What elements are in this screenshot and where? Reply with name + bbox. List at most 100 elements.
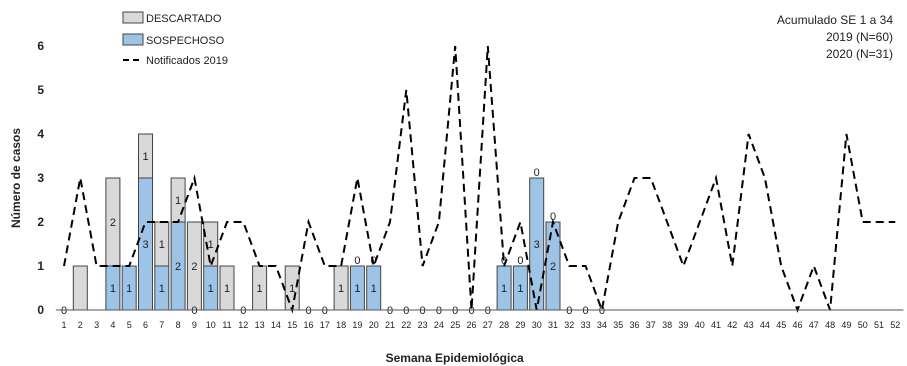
legend: DESCARTADO SOSPECHOSO Notificados 2019 xyxy=(122,11,228,67)
x-tick-26: 26 xyxy=(466,320,476,330)
x-tick-20: 20 xyxy=(369,320,379,330)
x-tick-16: 16 xyxy=(303,320,313,330)
bar-descartado-w10 xyxy=(203,221,219,267)
x-tick-28: 28 xyxy=(499,320,509,330)
label-descartado-w13: 1 xyxy=(257,283,263,295)
label-sospechoso-w7: 1 xyxy=(159,283,165,295)
bar-series-group xyxy=(72,133,561,311)
label-descartado-w30: 0 xyxy=(534,167,540,179)
x-tick-19: 19 xyxy=(352,320,362,330)
label-descartado-w7: 1 xyxy=(159,239,165,251)
x-tick-44: 44 xyxy=(760,320,770,330)
label-sospechoso-w22: 0 xyxy=(403,305,409,317)
x-tick-51: 51 xyxy=(874,320,884,330)
label-descartado-w19: 0 xyxy=(354,255,360,267)
x-tick-49: 49 xyxy=(841,320,851,330)
x-tick-30: 30 xyxy=(532,320,542,330)
label-descartado-w15: 1 xyxy=(289,283,295,295)
label-descartado-w6: 1 xyxy=(142,151,148,163)
label-sospechoso-w29: 1 xyxy=(517,283,523,295)
label-descartado-w28: 0 xyxy=(501,255,507,267)
x-tick-6: 6 xyxy=(143,320,148,330)
x-tick-3: 3 xyxy=(94,320,99,330)
x-tick-45: 45 xyxy=(776,320,786,330)
y-tick-4: 4 xyxy=(37,127,44,141)
x-tick-21: 21 xyxy=(385,320,395,330)
x-tick-33: 33 xyxy=(581,320,591,330)
x-tick-22: 22 xyxy=(401,320,411,330)
y-tick-1: 1 xyxy=(37,259,44,273)
x-tick-14: 14 xyxy=(271,320,281,330)
y-tick-0: 0 xyxy=(37,303,44,317)
label-sospechoso-w28: 1 xyxy=(501,283,507,295)
x-tick-10: 10 xyxy=(206,320,216,330)
label-sospechoso-w19: 1 xyxy=(354,283,360,295)
x-tick-43: 43 xyxy=(744,320,754,330)
label-sospechoso-w17: 0 xyxy=(322,305,328,317)
label-sospechoso-w6: 3 xyxy=(142,239,148,251)
y-tick-2: 2 xyxy=(37,215,44,229)
label-sospechoso-w1: 0 xyxy=(61,305,67,317)
x-tick-17: 17 xyxy=(320,320,330,330)
x-tick-2: 2 xyxy=(78,320,83,330)
x-tick-13: 13 xyxy=(255,320,265,330)
label-descartado-w11: 1 xyxy=(224,283,230,295)
x-tick-25: 25 xyxy=(450,320,460,330)
legend-label-sospechoso: SOSPECHOSO xyxy=(146,35,225,47)
x-tick-7: 7 xyxy=(159,320,164,330)
label-sospechoso-w33: 0 xyxy=(583,305,589,317)
label-sospechoso-w31: 2 xyxy=(550,261,556,273)
y-tick-5: 5 xyxy=(37,83,44,97)
label-sospechoso-w9: 0 xyxy=(191,305,197,317)
x-tick-42: 42 xyxy=(727,320,737,330)
y-tick-6: 6 xyxy=(37,39,44,53)
label-sospechoso-w27: 0 xyxy=(485,305,491,317)
label-descartado-w8: 1 xyxy=(175,195,181,207)
legend-swatch-sospechoso xyxy=(122,33,144,46)
x-tick-9: 9 xyxy=(192,320,197,330)
x-tick-12: 12 xyxy=(238,320,248,330)
legend-label-notificados: Notificados 2019 xyxy=(146,55,228,67)
annotation-box: Acumulado SE 1 a 34 2019 (N=60) 2020 (N=… xyxy=(777,13,893,61)
x-tick-29: 29 xyxy=(515,320,525,330)
y-axis-title: Número de casos xyxy=(9,128,23,228)
x-tick-18: 18 xyxy=(336,320,346,330)
y-tick-3: 3 xyxy=(37,171,44,185)
label-sospechoso-w30: 3 xyxy=(534,239,540,251)
x-tick-37: 37 xyxy=(646,320,656,330)
x-tick-31: 31 xyxy=(548,320,558,330)
x-tick-1: 1 xyxy=(61,320,66,330)
annotation-line-2: 2019 (N=60) xyxy=(826,30,893,44)
x-tick-24: 24 xyxy=(434,320,444,330)
x-tick-8: 8 xyxy=(176,320,181,330)
annotation-line-1: Acumulado SE 1 a 34 xyxy=(777,13,893,27)
x-tick-46: 46 xyxy=(792,320,802,330)
label-sospechoso-w4: 1 xyxy=(110,283,116,295)
label-descartado-w18: 1 xyxy=(338,283,344,295)
bar-descartado-w2 xyxy=(72,265,88,311)
label-sospechoso-w25: 0 xyxy=(452,305,458,317)
x-axis-title: Semana Epidemiológica xyxy=(386,351,524,365)
annotation-line-3: 2020 (N=31) xyxy=(826,47,893,61)
legend-swatch-descartado xyxy=(122,11,144,24)
x-tick-41: 41 xyxy=(711,320,721,330)
label-sospechoso-w10: 1 xyxy=(208,283,214,295)
x-axis-ticks: 1 2 3 4 5 6 7 8 9 10 11 12 13 14 15 16 17 18 19 20 21 22 23 24 2… xyxy=(61,320,900,330)
label-descartado-w9: 2 xyxy=(191,261,197,273)
label-sospechoso-w24: 0 xyxy=(436,305,442,317)
x-tick-35: 35 xyxy=(613,320,623,330)
label-descartado-w29: 0 xyxy=(517,255,523,267)
label-sospechoso-w20: 1 xyxy=(371,283,377,295)
label-descartado-w31: 0 xyxy=(550,211,556,223)
label-sospechoso-w23: 0 xyxy=(420,305,426,317)
legend-label-descartado: DESCARTADO xyxy=(146,13,222,25)
x-tick-50: 50 xyxy=(858,320,868,330)
label-sospechoso-w12: 0 xyxy=(240,305,246,317)
label-sospechoso-w34: 0 xyxy=(599,305,605,317)
x-tick-39: 39 xyxy=(678,320,688,330)
label-sospechoso-w21: 0 xyxy=(387,305,393,317)
bar-descartado-w6 xyxy=(138,133,153,179)
x-tick-40: 40 xyxy=(695,320,705,330)
x-tick-11: 11 xyxy=(222,320,231,330)
